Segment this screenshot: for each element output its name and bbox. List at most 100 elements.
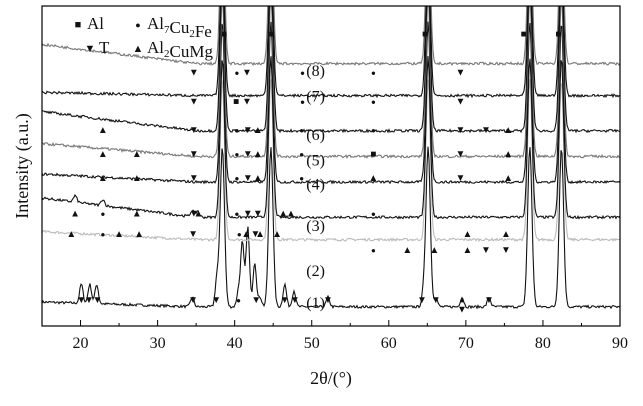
phase-marker: ● [300, 69, 305, 78]
curve-labels: (1) (2) (3) (4) (5) (6) (7) (8) [306, 63, 325, 312]
phase-marker: ● [300, 97, 305, 106]
y-axis-title: Intensity (a.u.) [12, 113, 33, 218]
phase-marker: ▼ [431, 295, 441, 306]
x-axis-title: 2θ/(°) [310, 368, 352, 389]
plot-area [42, 6, 620, 310]
phase-marker: ▼ [93, 295, 103, 306]
phase-marker: ▲ [253, 149, 263, 160]
phase-marker: ▼ [189, 125, 199, 136]
phase-marker: ▼ [456, 68, 466, 79]
phase-marker: ▲ [501, 229, 511, 240]
phase-marker: ▲ [66, 229, 76, 240]
phase-marker: ● [235, 126, 240, 135]
phase-marker: ■ [370, 149, 376, 160]
phase-marker: ▲ [241, 229, 251, 240]
series-line-4 [42, 21, 620, 185]
phase-marker: ▲ [503, 149, 513, 160]
legend-label: T [99, 38, 110, 57]
legend-label: Al7Cu2Fe [147, 14, 212, 41]
phase-marker: ▲ [253, 125, 263, 136]
phase-marker: ▼ [417, 295, 427, 306]
phase-marker: ▲ [462, 245, 472, 256]
phase-marker: ▲ [255, 229, 265, 240]
phase-marker: ▲ [462, 229, 472, 240]
curve-label: (6) [306, 127, 325, 144]
phase-marker: ▼ [211, 295, 221, 306]
phase-marker: ▲ [98, 173, 108, 184]
phase-marker: ▼ [323, 295, 333, 306]
phase-marker: ▼ [481, 245, 491, 256]
phase-marker: ▲ [429, 245, 439, 256]
x-tick-label: 30 [150, 335, 166, 352]
phase-marker: ▼ [481, 125, 491, 136]
phase-marker: ▼ [242, 96, 252, 107]
x-tick-label: 90 [612, 335, 628, 352]
phase-marker: ● [299, 174, 304, 183]
phase-marker: ▼ [189, 173, 199, 184]
series-line-8 [42, 6, 620, 67]
curve-label: (2) [306, 263, 325, 280]
phase-marker: ▼ [243, 208, 253, 219]
phase-marker: ▲ [278, 208, 288, 219]
legend-symbol: ▲ [133, 43, 144, 55]
x-tick-label: 60 [381, 335, 397, 352]
phase-marker: ● [460, 296, 465, 305]
phase-marker: ▲ [272, 229, 282, 240]
phase-marker: ▼ [457, 304, 467, 315]
phase-marker: ▼ [243, 149, 253, 160]
phase-marker: ▼ [242, 68, 252, 79]
phase-marker: ● [235, 174, 240, 183]
phase-marker: ● [371, 126, 376, 135]
phase-marker: ● [235, 69, 240, 78]
phase-marker: ▼ [243, 173, 253, 184]
phase-marker: ▲ [253, 173, 263, 184]
phase-marker: ● [371, 246, 376, 255]
curve-label: (3) [306, 218, 325, 235]
phase-marker: ▲ [132, 149, 142, 160]
phase-marker: ▼ [456, 149, 466, 160]
phase-marker: ▼ [188, 229, 198, 240]
phase-marker: ▲ [503, 173, 513, 184]
phase-marker: ▼ [456, 173, 466, 184]
phase-marker: ▼ [290, 295, 300, 306]
phase-marker: ▼ [76, 295, 86, 306]
phase-marker: ▼ [243, 125, 253, 136]
phase-marker: ▼ [456, 96, 466, 107]
phase-marker: ▲ [193, 208, 203, 219]
x-tick-label: 80 [535, 335, 551, 352]
phase-marker: ▼ [484, 295, 494, 306]
phase-marker: ● [299, 150, 304, 159]
series-line-3 [42, 56, 620, 220]
x-axis-ticks: 20 30 40 50 60 70 80 90 [41, 320, 628, 352]
phase-marker: ▼ [189, 208, 199, 219]
curve-label: (7) [306, 89, 325, 106]
phase-marker: ● [371, 209, 376, 218]
phase-marker: ● [371, 69, 376, 78]
phase-marker: ■ [521, 29, 527, 40]
legend-symbol: ▼ [85, 43, 96, 55]
phase-markers: ■ ■ ■ ■ ■▼ ● ▼ ● ● ▼▼ ■ ▼ ● ● ▼▲ ▼ ● ▼ ▲ ● ● ▼ ▼ ▲▲ ▲ ▼ ● ▼ ▲ ● ■ ▼ ▲▲ ▲ ▼… [66, 29, 561, 315]
curve-label: (1) [306, 295, 325, 312]
legend-symbol: ● [135, 20, 140, 30]
phase-marker: ▼ [501, 245, 511, 256]
x-tick-label: 20 [73, 335, 89, 352]
phase-marker: ▼ [189, 96, 199, 107]
legend-label: Al [87, 14, 104, 33]
phase-marker: ■ [269, 29, 275, 40]
series-line-5 [42, 6, 620, 159]
phase-marker: ▲ [70, 208, 80, 219]
curve-label: (5) [306, 153, 325, 170]
series-line-1 [42, 146, 620, 310]
phase-marker: ■ [233, 96, 239, 107]
phase-marker: ▲ [132, 208, 142, 219]
phase-marker: ▼ [189, 149, 199, 160]
phase-marker: ▼ [84, 295, 94, 306]
phase-marker: ▲ [134, 229, 144, 240]
phase-marker: ● [100, 230, 105, 239]
x-tick-label: 70 [458, 335, 474, 352]
phase-marker: ■ [555, 29, 561, 40]
phase-marker: ▼ [456, 125, 466, 136]
curve-label: (8) [306, 63, 325, 80]
series-line-7 [42, 6, 620, 99]
